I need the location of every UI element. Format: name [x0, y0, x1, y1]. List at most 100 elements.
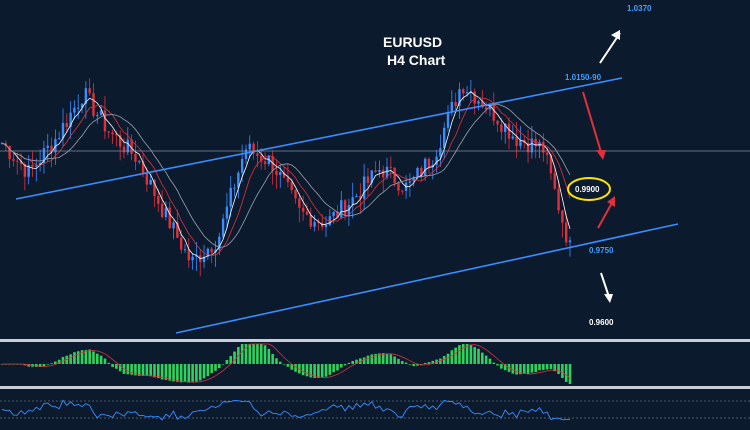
candle-body — [286, 177, 290, 183]
candle-body — [519, 140, 522, 147]
candle-body — [149, 179, 152, 185]
level-label-4: 0.9750 — [589, 246, 614, 255]
candle — [275, 159, 278, 189]
candle — [145, 167, 149, 193]
macd-bar — [427, 362, 431, 364]
moving-average-line-3 — [1, 103, 571, 249]
macd-bar — [538, 364, 541, 371]
candle — [332, 211, 335, 224]
chart-subtitle: H4 Chart — [387, 52, 446, 68]
candle — [336, 204, 339, 218]
candle — [96, 112, 99, 124]
macd-bar — [46, 364, 50, 365]
macd-bar — [496, 364, 499, 366]
candle-body — [195, 255, 198, 257]
macd-bar — [278, 361, 282, 364]
candle — [549, 153, 553, 180]
candle — [233, 183, 236, 197]
candle — [328, 208, 332, 227]
macd-bar — [332, 364, 335, 373]
macd-bar — [88, 349, 91, 364]
down-arrow-red-icon — [582, 91, 606, 160]
macd-bar — [564, 364, 568, 382]
candle — [340, 190, 343, 220]
candle — [446, 105, 450, 132]
macd-bar — [503, 364, 507, 371]
rsi-line — [1, 399, 570, 421]
candle-body — [465, 92, 469, 94]
macd-bar — [286, 364, 290, 367]
macd-bar — [355, 359, 358, 364]
candle — [111, 129, 114, 145]
macd-bar — [461, 344, 465, 364]
candle-body — [172, 222, 175, 229]
candle-body — [359, 195, 362, 199]
candle — [317, 218, 320, 231]
candle — [473, 88, 476, 115]
macd-bar — [35, 364, 38, 367]
candle-body — [160, 203, 164, 217]
candle — [263, 152, 267, 170]
macd-bar — [519, 364, 522, 375]
candle-body — [263, 161, 267, 165]
candle-body — [412, 177, 415, 182]
macd-bar — [103, 358, 107, 364]
candle-body — [446, 112, 450, 128]
candle — [347, 198, 351, 226]
candle — [393, 167, 396, 187]
macd-bar — [221, 364, 225, 365]
candle-body — [179, 237, 183, 250]
candle — [42, 140, 46, 174]
macd-bar — [473, 347, 476, 364]
macd-bar — [317, 364, 320, 378]
candle — [431, 160, 434, 180]
macd-bar — [80, 350, 84, 364]
candle-body — [88, 88, 91, 94]
macd-bar — [545, 364, 549, 370]
candle-body — [164, 207, 168, 217]
candle-body — [385, 166, 389, 178]
macd-bar — [57, 359, 61, 364]
candle-body — [202, 256, 206, 263]
candle — [454, 92, 457, 113]
candle-body — [240, 158, 244, 173]
candle-body — [416, 167, 419, 178]
candle-body — [229, 187, 232, 207]
macd-bar — [339, 364, 343, 368]
macd-bar — [530, 364, 534, 373]
candle-body — [355, 195, 358, 198]
macd-bar — [210, 364, 213, 374]
macd-bar — [61, 356, 65, 364]
candle-body — [187, 249, 190, 261]
macd-bar — [484, 355, 488, 364]
candle-body — [324, 224, 328, 228]
candle-body — [267, 156, 271, 165]
candle — [389, 156, 393, 179]
macd-bar — [191, 364, 194, 382]
candle — [305, 203, 309, 216]
candle-body — [370, 170, 373, 183]
macd-bar — [324, 364, 328, 377]
candle — [157, 189, 160, 213]
candle — [248, 135, 251, 159]
candle-body — [130, 139, 133, 154]
candle — [199, 249, 202, 277]
candle-body — [153, 179, 156, 197]
macd-bar — [27, 364, 30, 367]
candle — [168, 201, 171, 229]
candle-body — [19, 161, 23, 165]
candle-body — [57, 138, 61, 140]
candle — [309, 207, 312, 230]
macd-bar — [96, 353, 99, 364]
candle-body — [191, 256, 194, 261]
candle — [229, 175, 232, 218]
candle — [423, 157, 427, 181]
candle — [484, 101, 488, 114]
macd-bar — [54, 361, 57, 364]
channel-lower-line — [175, 223, 679, 334]
candle — [138, 159, 141, 165]
candle-body — [561, 210, 564, 223]
candle-body — [107, 131, 110, 133]
candle-body — [454, 101, 457, 107]
